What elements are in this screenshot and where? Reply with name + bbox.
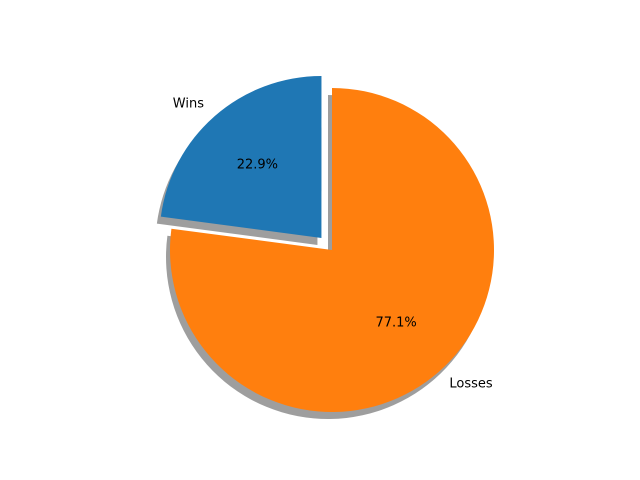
pie-slice-layer	[160, 75, 495, 412]
pie-label-losses: Losses	[449, 377, 493, 392]
pie-label-layer: Wins 22.9% Losses 77.1%	[173, 96, 493, 391]
pie-pct-label-wins: 22.9%	[237, 157, 278, 172]
pie-slice-losses	[170, 88, 495, 412]
pie-pct-label-losses: 77.1%	[375, 316, 416, 331]
pie-label-wins: Wins	[173, 96, 204, 111]
pie-slice-wins	[160, 75, 322, 238]
